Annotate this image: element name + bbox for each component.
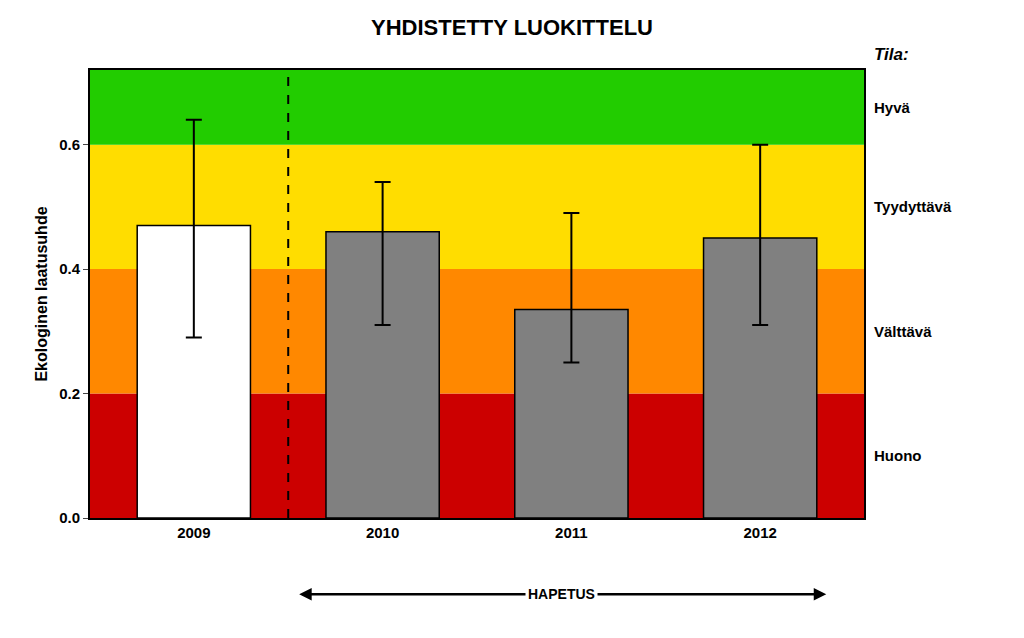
- svg-text:0.0: 0.0: [59, 509, 80, 526]
- svg-text:2011: 2011: [555, 524, 588, 541]
- svg-text:Tyydyttävä: Tyydyttävä: [874, 198, 952, 215]
- svg-text:Tila:: Tila:: [874, 45, 909, 64]
- svg-text:2010: 2010: [366, 524, 399, 541]
- svg-text:2012: 2012: [743, 524, 776, 541]
- svg-text:YHDISTETTY LUOKITTELU: YHDISTETTY LUOKITTELU: [371, 15, 653, 40]
- svg-text:Huono: Huono: [874, 447, 921, 464]
- svg-text:2009: 2009: [177, 524, 210, 541]
- svg-text:Välttävä: Välttävä: [874, 323, 932, 340]
- svg-text:Ekologinen laatusuhde: Ekologinen laatusuhde: [33, 206, 50, 381]
- svg-text:Hyvä: Hyvä: [874, 99, 911, 116]
- svg-text:0.4: 0.4: [59, 260, 81, 277]
- svg-text:0.6: 0.6: [59, 136, 80, 153]
- svg-text:HAPETUS: HAPETUS: [528, 586, 595, 602]
- svg-text:0.2: 0.2: [59, 385, 80, 402]
